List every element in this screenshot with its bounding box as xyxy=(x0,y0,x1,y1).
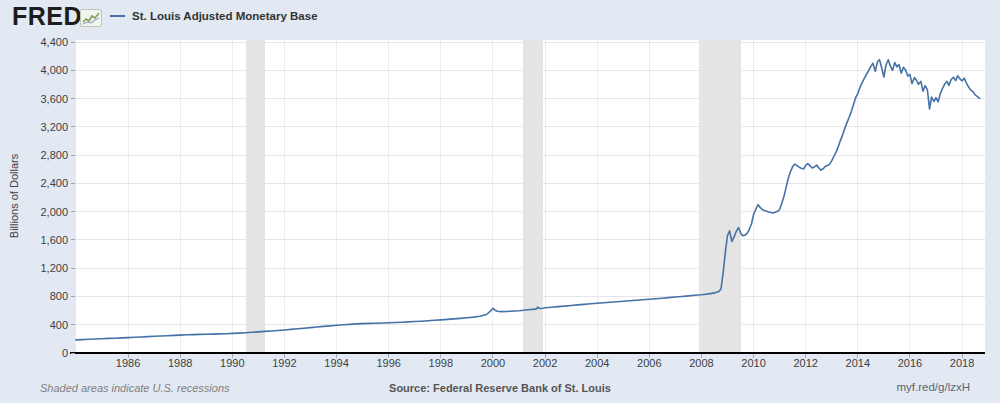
legend-line-swatch xyxy=(110,15,125,17)
x-tick-label: 1986 xyxy=(104,357,152,370)
y-tick-label: 1,200 xyxy=(26,262,68,274)
legend: St. Louis Adjusted Monetary Base xyxy=(110,10,318,22)
y-tick-label: 4,400 xyxy=(26,36,68,48)
y-tick-label: 800 xyxy=(26,290,68,302)
y-tick-label: 3,600 xyxy=(26,93,68,105)
legend-series-label: St. Louis Adjusted Monetary Base xyxy=(132,10,318,22)
x-tick-label: 2012 xyxy=(782,357,830,370)
y-axis-title: Billions of Dollars xyxy=(8,126,22,266)
x-tick-label: 2004 xyxy=(573,357,621,370)
y-tick-label: 0 xyxy=(26,347,68,359)
source-text: Source: Federal Reserve Bank of St. Loui… xyxy=(0,382,1000,394)
x-tick-label: 1990 xyxy=(208,357,256,370)
y-tick-label: 2,400 xyxy=(26,177,68,189)
y-tick-label: 2,800 xyxy=(26,149,68,161)
x-tick-label: 1992 xyxy=(260,357,308,370)
x-tick-label: 2002 xyxy=(521,357,569,370)
x-tick-label: 2006 xyxy=(625,357,673,370)
fred-chart: FRED® St. Louis Adjusted Monetary Base B… xyxy=(0,0,1000,403)
plot-area xyxy=(0,0,1000,403)
x-tick-label: 2014 xyxy=(834,357,882,370)
sparkline-icon xyxy=(80,9,102,27)
y-tick-label: 1,600 xyxy=(26,234,68,246)
x-tick-label: 2008 xyxy=(677,357,725,370)
y-tick-label: 2,000 xyxy=(26,206,68,218)
x-tick-label: 2018 xyxy=(938,357,986,370)
fred-logo-text: FRED xyxy=(12,2,82,30)
short-url-link[interactable]: myf.red/g/lzxH xyxy=(897,381,971,393)
x-tick-label: 1994 xyxy=(313,357,361,370)
x-tick-label: 2000 xyxy=(469,357,517,370)
x-tick-label: 1988 xyxy=(156,357,204,370)
x-tick-label: 1996 xyxy=(365,357,413,370)
y-tick-label: 400 xyxy=(26,319,68,331)
y-tick-label: 3,200 xyxy=(26,121,68,133)
x-tick-label: 2016 xyxy=(886,357,934,370)
fred-logo[interactable]: FRED® xyxy=(12,2,88,31)
y-tick-label: 4,000 xyxy=(26,64,68,76)
x-tick-label: 2010 xyxy=(730,357,778,370)
x-tick-label: 1998 xyxy=(417,357,465,370)
chart-header: FRED® St. Louis Adjusted Monetary Base xyxy=(0,0,1000,38)
